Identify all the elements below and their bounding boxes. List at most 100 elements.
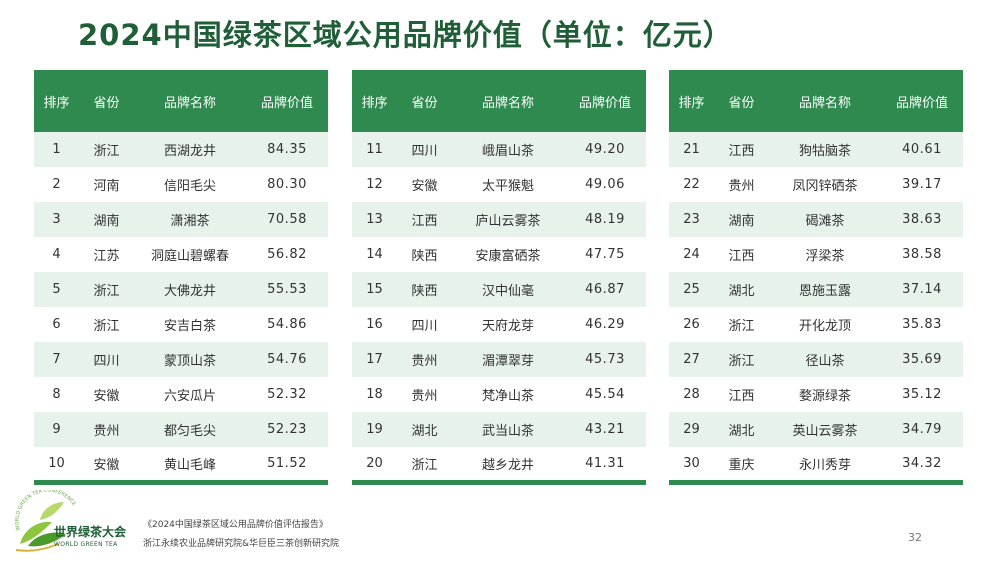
header-rank: 排序 xyxy=(669,70,714,132)
province-cell: 安徽 xyxy=(79,447,134,482)
province-cell: 湖南 xyxy=(714,202,769,237)
header-rank: 排序 xyxy=(34,70,79,132)
province-cell: 浙江 xyxy=(79,132,134,167)
value-cell: 52.32 xyxy=(246,377,328,412)
value-cell: 55.53 xyxy=(246,272,328,307)
value-cell: 38.63 xyxy=(881,202,963,237)
province-cell: 贵州 xyxy=(79,412,134,447)
table-header-row: 排序 省份 品牌名称 品牌价值 xyxy=(34,70,328,132)
value-cell: 84.35 xyxy=(246,132,328,167)
header-rank: 排序 xyxy=(352,70,397,132)
table-row: 15 陕西 汉中仙毫 46.87 xyxy=(352,272,646,307)
province-cell: 江西 xyxy=(397,202,452,237)
rank-cell: 5 xyxy=(34,272,79,307)
rank-cell: 27 xyxy=(669,342,714,377)
value-cell: 54.76 xyxy=(246,342,328,377)
brand-cell: 太平猴魁 xyxy=(452,167,564,202)
table-row: 9 贵州 都匀毛尖 52.23 xyxy=(34,412,328,447)
brand-cell: 径山茶 xyxy=(769,342,881,377)
table-row: 16 四川 天府龙芽 46.29 xyxy=(352,307,646,342)
rank-cell: 12 xyxy=(352,167,397,202)
value-cell: 40.61 xyxy=(881,132,963,167)
province-cell: 安徽 xyxy=(397,167,452,202)
brand-cell: 恩施玉露 xyxy=(769,272,881,307)
page-title: 2024中国绿茶区域公用品牌价值（单位：亿元） xyxy=(78,18,733,52)
province-cell: 安徽 xyxy=(79,377,134,412)
table-header-row: 排序 省份 品牌名称 品牌价值 xyxy=(669,70,963,132)
rank-cell: 15 xyxy=(352,272,397,307)
rank-cell: 13 xyxy=(352,202,397,237)
value-cell: 52.23 xyxy=(246,412,328,447)
table-row: 24 江西 浮梁茶 38.58 xyxy=(669,237,963,272)
province-cell: 江苏 xyxy=(79,237,134,272)
header-province: 省份 xyxy=(397,70,452,132)
province-cell: 湖北 xyxy=(714,412,769,447)
value-cell: 38.58 xyxy=(881,237,963,272)
table-row: 26 浙江 开化龙顶 35.83 xyxy=(669,307,963,342)
header-value: 品牌价值 xyxy=(564,70,646,132)
value-cell: 39.17 xyxy=(881,167,963,202)
value-cell: 35.69 xyxy=(881,342,963,377)
province-cell: 江西 xyxy=(714,237,769,272)
page-number: 32 xyxy=(908,531,922,544)
ranking-table-1: 排序 省份 品牌名称 品牌价值 1 浙江 西湖龙井 84.35 2 河南 信阳毛尖 80.30… xyxy=(34,70,328,485)
table-row: 29 湖北 英山云雾茶 34.79 xyxy=(669,412,963,447)
source-report-title: 《2024中国绿茶区域公用品牌价值评估报告》 xyxy=(143,520,328,530)
header-brand: 品牌名称 xyxy=(134,70,246,132)
leaf-icon xyxy=(28,532,66,547)
province-cell: 江西 xyxy=(714,377,769,412)
table-row: 27 浙江 径山茶 35.69 xyxy=(669,342,963,377)
brand-cell: 六安瓜片 xyxy=(134,377,246,412)
brand-cell: 开化龙顶 xyxy=(769,307,881,342)
table-row: 5 浙江 大佛龙井 55.53 xyxy=(34,272,328,307)
header-province: 省份 xyxy=(79,70,134,132)
table-row: 28 江西 婺源绿茶 35.12 xyxy=(669,377,963,412)
table-row: 4 江苏 洞庭山碧螺春 56.82 xyxy=(34,237,328,272)
table-row: 18 贵州 梵净山茶 45.54 xyxy=(352,377,646,412)
table-row: 8 安徽 六安瓜片 52.32 xyxy=(34,377,328,412)
table-header-row: 排序 省份 品牌名称 品牌价值 xyxy=(352,70,646,132)
header-province: 省份 xyxy=(714,70,769,132)
rank-cell: 1 xyxy=(34,132,79,167)
brand-cell: 庐山云雾茶 xyxy=(452,202,564,237)
province-cell: 浙江 xyxy=(714,307,769,342)
province-cell: 陕西 xyxy=(397,237,452,272)
province-cell: 浙江 xyxy=(397,447,452,482)
brand-cell: 黄山毛峰 xyxy=(134,447,246,482)
rank-cell: 20 xyxy=(352,447,397,482)
province-cell: 贵州 xyxy=(397,342,452,377)
province-cell: 贵州 xyxy=(397,377,452,412)
brand-cell: 天府龙芽 xyxy=(452,307,564,342)
province-cell: 陕西 xyxy=(397,272,452,307)
rank-cell: 4 xyxy=(34,237,79,272)
brand-cell: 婺源绿茶 xyxy=(769,377,881,412)
rank-cell: 23 xyxy=(669,202,714,237)
brand-cell: 永川秀芽 xyxy=(769,447,881,482)
rank-cell: 30 xyxy=(669,447,714,482)
rank-cell: 25 xyxy=(669,272,714,307)
value-cell: 43.21 xyxy=(564,412,646,447)
brand-cell: 湄潭翠芽 xyxy=(452,342,564,377)
rank-cell: 11 xyxy=(352,132,397,167)
header-brand: 品牌名称 xyxy=(769,70,881,132)
rank-cell: 14 xyxy=(352,237,397,272)
value-cell: 54.86 xyxy=(246,307,328,342)
logo-subtitle: WORLD GREEN TEA xyxy=(54,541,118,548)
province-cell: 湖北 xyxy=(714,272,769,307)
province-cell: 浙江 xyxy=(714,342,769,377)
leaf-icon xyxy=(40,502,64,520)
province-cell: 浙江 xyxy=(79,307,134,342)
brand-cell: 武当山茶 xyxy=(452,412,564,447)
brand-cell: 大佛龙井 xyxy=(134,272,246,307)
province-cell: 河南 xyxy=(79,167,134,202)
table-row: 19 湖北 武当山茶 43.21 xyxy=(352,412,646,447)
table-row: 21 江西 狗牯脑茶 40.61 xyxy=(669,132,963,167)
table-row: 30 重庆 永川秀芽 34.32 xyxy=(669,447,963,482)
rank-cell: 8 xyxy=(34,377,79,412)
table-row: 17 贵州 湄潭翠芽 45.73 xyxy=(352,342,646,377)
rank-cell: 22 xyxy=(669,167,714,202)
province-cell: 四川 xyxy=(79,342,134,377)
table-row: 20 浙江 越乡龙井 41.31 xyxy=(352,447,646,482)
value-cell: 41.31 xyxy=(564,447,646,482)
value-cell: 80.30 xyxy=(246,167,328,202)
